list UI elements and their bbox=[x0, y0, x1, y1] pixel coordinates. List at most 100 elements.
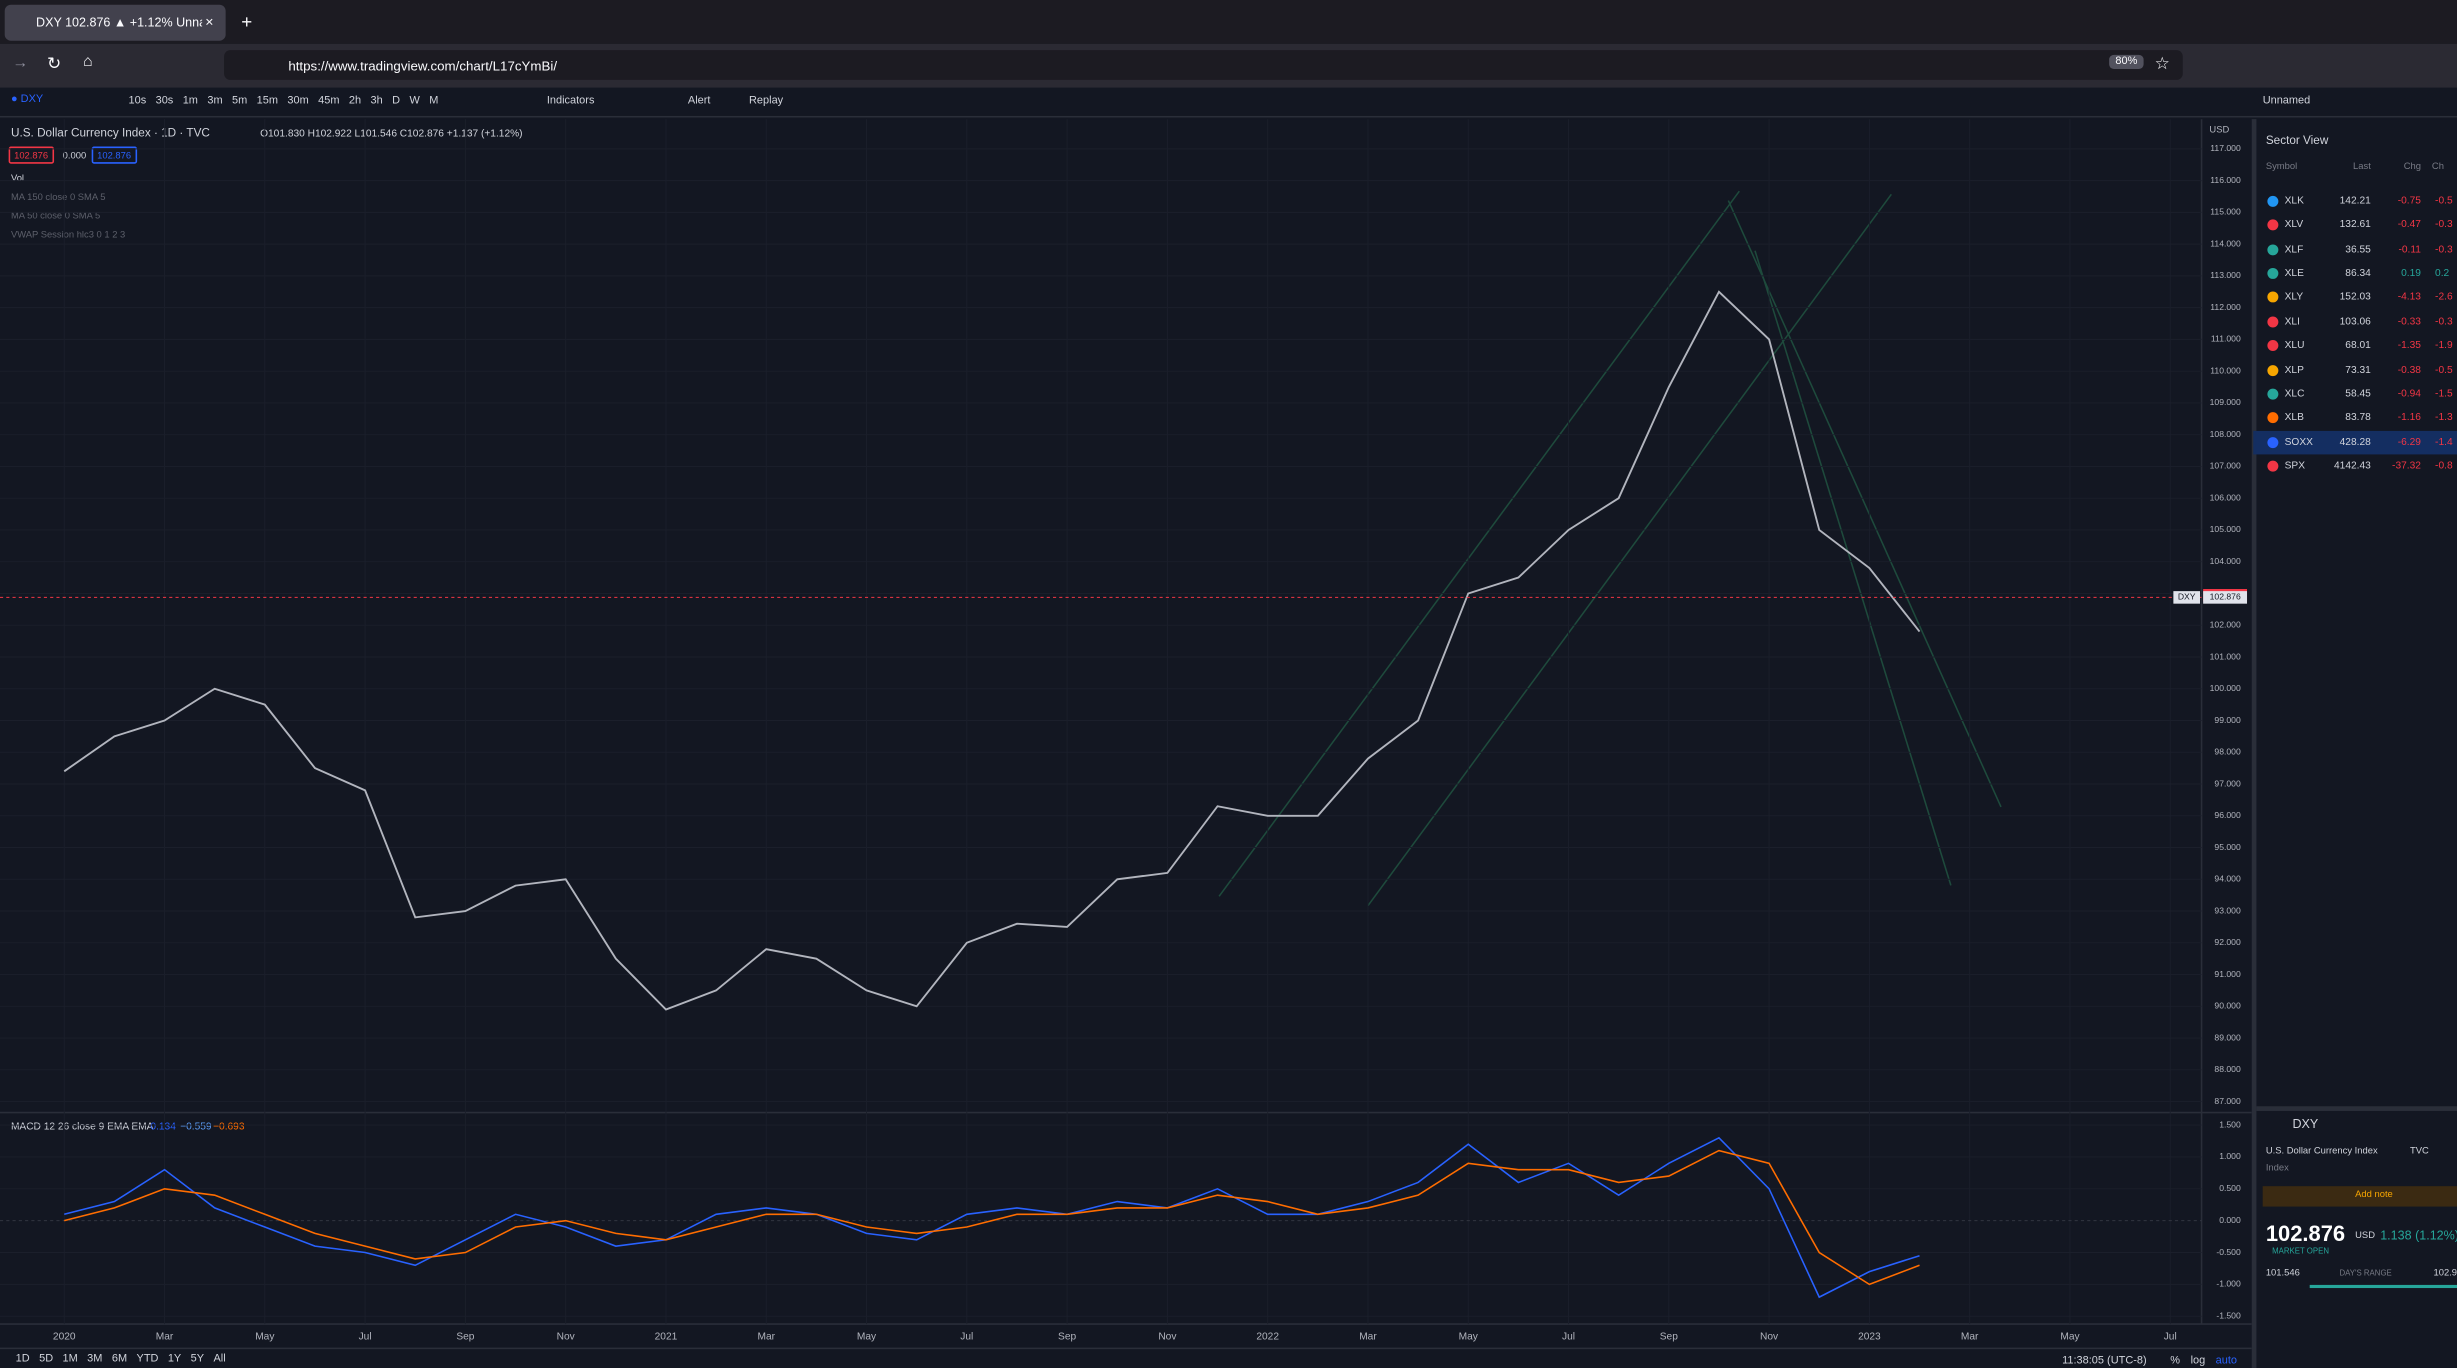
interval-button[interactable]: M bbox=[429, 95, 439, 107]
auto-toggle[interactable]: auto bbox=[2215, 1355, 2238, 1367]
interval-button[interactable]: 30m bbox=[287, 95, 309, 107]
interval-button[interactable]: D bbox=[392, 95, 401, 107]
interval-button[interactable]: 2h bbox=[348, 95, 362, 107]
legend-value: 102.876 bbox=[14, 149, 48, 160]
symbol: SOXX bbox=[2284, 436, 2313, 448]
y-tick-label: 112.000 bbox=[2210, 302, 2241, 312]
day-high: 102.9 bbox=[2433, 1269, 2457, 1279]
bottom-toolbar bbox=[0, 1347, 2252, 1368]
layout-name[interactable]: Unnamed bbox=[2262, 95, 2311, 107]
range-button[interactable]: 5D bbox=[39, 1353, 54, 1365]
range-button[interactable]: 6M bbox=[111, 1353, 128, 1365]
watchlist-row[interactable] bbox=[2253, 430, 2457, 454]
symbol-icon bbox=[2267, 388, 2279, 400]
reload-button[interactable]: ↻ bbox=[47, 54, 62, 74]
x-tick-label: 2020 bbox=[53, 1331, 76, 1342]
channel-line bbox=[1727, 200, 2002, 808]
add-note-bar[interactable] bbox=[2262, 1186, 2457, 1207]
symbol: XLC bbox=[2284, 388, 2305, 400]
watchlist-title[interactable]: Sector View bbox=[2265, 133, 2329, 148]
symbol: XLU bbox=[2284, 340, 2305, 352]
interval-button[interactable]: 3h bbox=[370, 95, 383, 107]
macd-title: MACD 12 26 close 9 EMA EMA bbox=[11, 1121, 154, 1132]
new-tab[interactable]: + bbox=[241, 10, 253, 33]
last-price-tag bbox=[2203, 591, 2248, 604]
macd-reading: −0.693 bbox=[213, 1121, 245, 1132]
tab-close[interactable]: × bbox=[205, 14, 214, 30]
home-button[interactable]: ⌂ bbox=[83, 53, 93, 71]
macd-line bbox=[64, 1149, 1920, 1286]
interval-button[interactable]: 5m bbox=[232, 95, 248, 107]
x-tick-label: Nov bbox=[557, 1331, 576, 1342]
x-tick-label: May bbox=[2060, 1331, 2080, 1342]
symbol-icon bbox=[2267, 460, 2279, 472]
change-percent: -2.6 bbox=[2435, 292, 2453, 304]
range-button[interactable]: 1D bbox=[15, 1353, 30, 1365]
symbol-tag bbox=[2173, 591, 2201, 604]
symbol-icon bbox=[2267, 292, 2279, 304]
range-button[interactable]: All bbox=[213, 1353, 226, 1365]
legend-badge bbox=[8, 146, 55, 164]
change-percent: -0.3 bbox=[2435, 316, 2453, 328]
interval-button[interactable]: 10s bbox=[128, 95, 147, 107]
range-button[interactable]: 1M bbox=[62, 1353, 78, 1365]
interval-button[interactable]: 15m bbox=[256, 95, 279, 107]
range-button[interactable]: YTD bbox=[136, 1353, 159, 1365]
x-tick-label: Jul bbox=[960, 1331, 973, 1342]
x-tick-label: Jul bbox=[359, 1331, 372, 1342]
tab-title[interactable]: DXY 102.876 ▲ +1.12% Unnam bbox=[36, 15, 203, 30]
interval-button[interactable]: W bbox=[409, 95, 420, 107]
interval-button[interactable]: 3m bbox=[207, 95, 223, 107]
symbol[interactable]: DXY bbox=[20, 94, 44, 105]
y-tick-label: 108.000 bbox=[2210, 429, 2241, 439]
alert-button[interactable]: Alert bbox=[687, 95, 711, 107]
details-exchange: TVC bbox=[2409, 1147, 2429, 1157]
symbol-icon bbox=[2267, 268, 2279, 280]
url[interactable]: https://www.tradingview.com/chart/L17cYm… bbox=[288, 57, 558, 74]
log-toggle[interactable]: log bbox=[2190, 1355, 2206, 1367]
range-button[interactable]: 5Y bbox=[190, 1353, 205, 1365]
last: 132.61 bbox=[2339, 219, 2371, 231]
watchlist-panel bbox=[2251, 119, 2457, 1368]
y-tick-label: 114.000 bbox=[2210, 238, 2241, 248]
y-tick-label: 99.000 bbox=[2214, 715, 2241, 725]
change: -0.11 bbox=[2398, 244, 2421, 255]
interval-button[interactable]: 45m bbox=[318, 95, 340, 107]
study-label: MA 50 close 0 SMA 5 bbox=[11, 210, 100, 221]
url-field[interactable] bbox=[224, 50, 2183, 80]
column-header: Ch bbox=[2431, 162, 2444, 173]
x-tick-label: 2023 bbox=[1858, 1331, 1881, 1342]
symbol-search[interactable]: ● DXY bbox=[10, 94, 44, 105]
column-header: Last bbox=[2353, 162, 2371, 173]
y-tick-label: 100.000 bbox=[2210, 683, 2241, 693]
replay-button[interactable]: Replay bbox=[749, 95, 784, 107]
y-tick-label: 105.000 bbox=[2210, 524, 2241, 534]
range-button[interactable]: 1Y bbox=[167, 1353, 182, 1365]
y-tick-label: 104.000 bbox=[2210, 556, 2241, 566]
bookmark-star[interactable]: ☆ bbox=[2154, 54, 2171, 74]
tab[interactable] bbox=[4, 4, 226, 41]
range-button[interactable]: 3M bbox=[87, 1353, 103, 1365]
y-tick-label: -0.500 bbox=[2216, 1247, 2241, 1257]
y-tick-label: 97.000 bbox=[2214, 778, 2241, 788]
column-header: Symbol bbox=[2265, 162, 2298, 173]
change: -0.94 bbox=[2397, 388, 2421, 400]
symbol-icon bbox=[2267, 340, 2279, 352]
details-separator bbox=[2256, 1106, 2457, 1111]
change-percent: -1.5 bbox=[2435, 388, 2453, 400]
add-note[interactable]: Add note bbox=[2355, 1190, 2393, 1201]
back-button[interactable]: → bbox=[12, 54, 29, 73]
y-tick-label: 91.000 bbox=[2214, 969, 2241, 979]
indicators-button[interactable]: Indicators bbox=[546, 95, 595, 107]
change-percent: -0.3 bbox=[2435, 219, 2453, 231]
change: -37.32 bbox=[2392, 460, 2421, 472]
interval-button[interactable]: 1m bbox=[182, 95, 198, 107]
zoom-level[interactable]: 80% bbox=[2109, 54, 2144, 69]
macd-reading: 0.134 bbox=[150, 1121, 176, 1132]
last: 73.31 bbox=[2345, 364, 2371, 376]
percent-toggle[interactable]: % bbox=[2170, 1355, 2181, 1367]
interval-button[interactable]: 30s bbox=[155, 95, 174, 107]
study-label: Vol bbox=[11, 172, 24, 183]
